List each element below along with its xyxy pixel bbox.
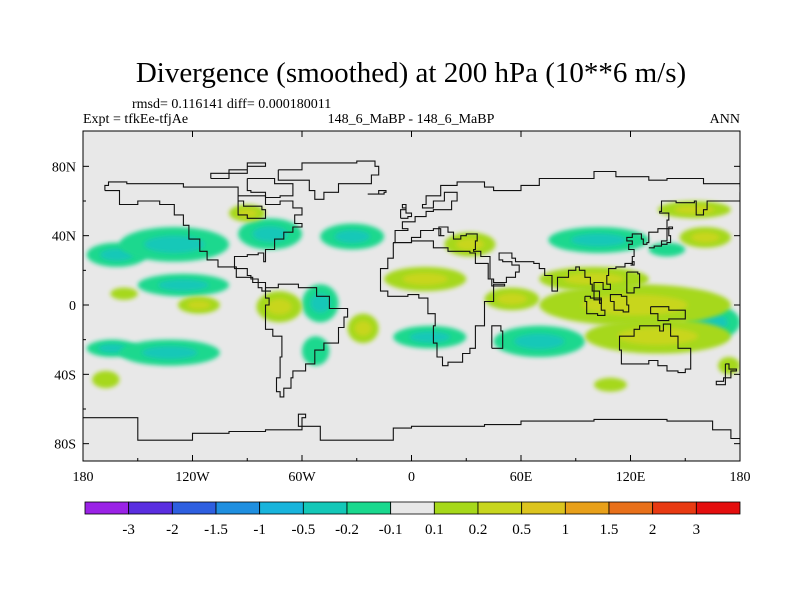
coastline-17	[715, 363, 737, 386]
colorbar-label: -0.1	[379, 522, 403, 538]
divergence-region-23	[484, 287, 540, 311]
divergence-region-7	[320, 223, 385, 250]
divergence-region-5	[119, 339, 220, 366]
divergence-region-21	[384, 266, 467, 292]
x-tick-label: 180	[730, 470, 751, 485]
case-label: 148_6_MaBP - 148_6_MaBP	[328, 112, 495, 127]
colorbar-swatch-5	[259, 501, 304, 515]
experiment-label: Expt = tfkEe-tfjAe	[83, 112, 188, 127]
divergence-region-17	[177, 296, 220, 314]
colorbar-swatch-2	[128, 501, 173, 515]
y-tick-label: 40N	[52, 230, 76, 245]
divergence-region-6	[238, 218, 302, 250]
y-tick-label: 0	[69, 299, 76, 314]
colorbar-swatch-15	[695, 501, 741, 515]
divergence-region-3	[137, 273, 229, 297]
y-axis: 80N 40N 0 40S 80S	[52, 160, 740, 453]
x-tick-label: 0	[408, 470, 415, 485]
divergence-region-12	[548, 227, 649, 253]
divergence-region-28	[657, 201, 731, 219]
colorbar-swatch-4	[215, 501, 261, 515]
map-panel: 180 120W 60W 0 60E 120E 180 80N 40N 0 40S 80S	[52, 130, 751, 485]
season-label: ANN	[710, 112, 740, 127]
divergence-region-25	[539, 284, 731, 326]
x-tick-label: 60E	[510, 470, 533, 485]
coastline-9	[650, 306, 686, 322]
stats-line: rmsd= 0.116141 diff= 0.000180011	[132, 97, 331, 112]
divergence-region-18	[92, 370, 120, 389]
colorbar-swatch-1	[84, 501, 130, 515]
colorbar-label: -1.5	[204, 522, 228, 538]
coastline-11	[277, 160, 380, 200]
colorbar-swatch-8	[390, 501, 435, 515]
colorbar-label: 0.5	[512, 522, 531, 538]
coastline-14	[83, 413, 740, 441]
coastline-19	[630, 261, 635, 266]
coastline-18	[367, 190, 387, 195]
colorbar-swatch-12	[564, 501, 610, 515]
coastline-15	[648, 226, 674, 249]
x-tick-label: 120W	[175, 470, 210, 485]
colorbar-label: 3	[693, 522, 701, 538]
divergence-region-2	[119, 227, 229, 262]
divergence-region-26	[584, 318, 731, 354]
colorbar-label: 0.1	[425, 522, 444, 538]
x-axis: 180 120W 60W 0 60E 120E 180	[73, 131, 751, 485]
coastlines	[83, 160, 740, 441]
colorbar-label: -3	[122, 522, 135, 538]
colorbar-swatch-3	[171, 501, 217, 515]
coastline-16	[400, 203, 413, 219]
coastline-7	[584, 295, 606, 316]
divergence-region-29	[594, 377, 627, 392]
x-tick-label: 180	[73, 470, 94, 485]
colorbar-swatch-10	[477, 501, 523, 515]
coastline-5	[393, 192, 740, 304]
coastline-12	[246, 177, 294, 199]
colorbar-swatch-9	[433, 501, 479, 515]
divergence-region-9	[302, 336, 330, 366]
divergence-region-15	[229, 204, 266, 222]
divergence-region-16	[110, 287, 138, 300]
y-tick-label: 80S	[54, 438, 76, 453]
coastline-1	[104, 181, 303, 292]
colorbar-label: 1.5	[600, 522, 619, 538]
divergence-field	[86, 201, 740, 392]
coastline-13	[210, 162, 267, 180]
divergence-region-11	[493, 325, 585, 357]
colorbar-swatch-13	[608, 501, 654, 515]
colorbar-swatch-6	[302, 501, 348, 515]
coastline-20	[626, 271, 641, 294]
colorbar-label: 0.2	[469, 522, 488, 538]
coastline-3	[379, 240, 506, 367]
divergence-region-27	[679, 227, 731, 248]
coastline-10	[491, 325, 504, 349]
coastline-4	[393, 170, 740, 244]
divergence-region-19	[256, 291, 302, 323]
coastline-8	[609, 294, 630, 313]
x-tick-label: 120E	[616, 470, 646, 485]
colorbar-label: -1	[253, 522, 266, 538]
colorbar-label: 1	[562, 522, 570, 538]
chart-title: Divergence (smoothed) at 200 hPa (10**6 …	[136, 57, 686, 89]
divergence-region-20	[347, 313, 379, 344]
colorbar-swatch-11	[521, 501, 566, 515]
coastline-2	[264, 283, 349, 398]
coastline-6	[618, 323, 692, 374]
colorbar-swatch-7	[346, 501, 392, 515]
colorbar-label: -0.5	[291, 522, 315, 538]
colorbar-label: 2	[649, 522, 657, 538]
divergence-region-10	[393, 325, 467, 349]
colorbar-label: -0.2	[335, 522, 359, 538]
y-tick-label: 80N	[52, 160, 76, 175]
divergence-region-8	[302, 284, 339, 323]
y-tick-label: 40S	[54, 368, 76, 383]
colorbar-label: -2	[166, 522, 179, 538]
colorbar: -3 -2 -1.5 -1 -0.5 -0.2 -0.1 0.1 0.2 0.5 1 1.5 2 3	[84, 501, 741, 538]
x-tick-label: 60W	[288, 470, 316, 485]
colorbar-swatch-14	[652, 501, 697, 515]
